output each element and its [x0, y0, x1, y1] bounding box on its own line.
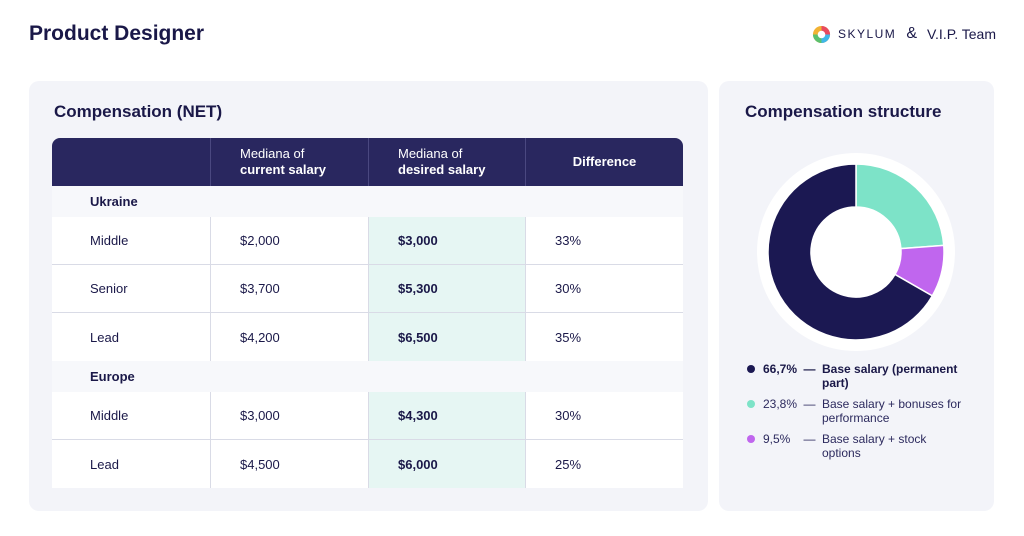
cell-desired: $6,000 — [368, 440, 525, 488]
cell-desired: $6,500 — [368, 313, 525, 361]
cell-difference: 33% — [525, 217, 683, 264]
donut-slice — [767, 163, 934, 341]
cell-current: $4,500 — [210, 440, 368, 488]
page-title: Product Designer — [29, 22, 205, 45]
ampersand: & — [906, 25, 917, 42]
legend-dot-icon — [747, 435, 755, 443]
cell-desired: $3,000 — [368, 217, 525, 264]
cell-difference: 30% — [525, 265, 683, 312]
brand-logos: SKYLUM & V.I.P. Team — [812, 24, 996, 44]
structure-title: Compensation structure — [745, 102, 942, 121]
cell-difference: 25% — [525, 440, 683, 488]
cell-level: Senior — [90, 281, 128, 296]
cell-current: $3,000 — [210, 392, 368, 439]
legend-dot-icon — [747, 400, 755, 408]
compensation-title: Compensation (NET) — [54, 102, 223, 121]
header-difference: Difference — [525, 138, 683, 186]
table-row: Senior $3,700 $5,300 30% — [52, 265, 683, 313]
donut-chart — [757, 153, 955, 351]
header-desired-line2: desired salary — [398, 162, 486, 177]
compensation-panel: Compensation (NET) Mediana of current sal… — [29, 81, 708, 511]
header-current-line2: current salary — [240, 162, 326, 177]
header-desired-line1: Mediana of — [398, 146, 463, 161]
table-row: Middle $2,000 $3,000 33% — [52, 217, 683, 265]
cell-difference: 30% — [525, 392, 683, 439]
legend-pct: 9,5% — [763, 432, 791, 446]
cell-current: $4,200 — [210, 313, 368, 361]
structure-panel: Compensation structure 66,7% — Base sala… — [719, 81, 994, 511]
cell-desired: $4,300 — [368, 392, 525, 439]
cell-level: Middle — [90, 408, 129, 423]
header-level — [52, 138, 210, 186]
legend-pct: 23,8% — [763, 397, 798, 411]
cell-current: $2,000 — [210, 217, 368, 264]
legend-text: Base salary + stock options — [822, 432, 927, 460]
legend-pct: 66,7% — [763, 362, 798, 376]
cell-level: Middle — [90, 233, 129, 248]
chart-legend: 66,7% — Base salary (permanent part) 23,… — [747, 362, 987, 467]
skylum-wordmark: SKYLUM — [837, 27, 897, 41]
header-desired: Mediana of desired salary — [368, 138, 525, 186]
legend-text: Base salary + bonuses for performance — [822, 397, 962, 425]
group-row-ukraine: Ukraine — [52, 186, 683, 217]
table-row: Middle $3,000 $4,300 30% — [52, 392, 683, 440]
legend-dash: — — [803, 362, 816, 376]
cell-desired: $5,300 — [368, 265, 525, 312]
cell-level: Lead — [90, 329, 119, 345]
cell-current: $3,700 — [210, 265, 368, 312]
cell-difference: 35% — [525, 313, 683, 361]
skylum-logo-icon — [812, 25, 831, 43]
legend-text: Base salary (permanent part) — [822, 362, 958, 390]
legend-dash: — — [803, 397, 816, 411]
legend-dot-icon — [747, 365, 755, 373]
legend-item: 23,8% — Base salary + bonuses for perfor… — [747, 397, 987, 425]
table-row: Lead $4,200 $6,500 35% — [52, 313, 683, 361]
table-row: Lead $4,500 $6,000 25% — [52, 440, 683, 488]
vip-team-wordmark: V.I.P. Team — [926, 26, 996, 42]
header-current-line1: Mediana of — [240, 146, 305, 161]
cell-level: Lead — [90, 456, 119, 472]
legend-dash: — — [803, 432, 816, 446]
table-header: Mediana of current salary Mediana of desir… — [52, 138, 683, 186]
legend-item: 9,5% — Base salary + stock options — [747, 432, 987, 460]
header-current: Mediana of current salary — [210, 138, 368, 186]
group-row-europe: Europe — [52, 361, 683, 392]
compensation-table: Mediana of current salary Mediana of desir… — [52, 138, 683, 488]
legend-item: 66,7% — Base salary (permanent part) — [747, 362, 987, 390]
